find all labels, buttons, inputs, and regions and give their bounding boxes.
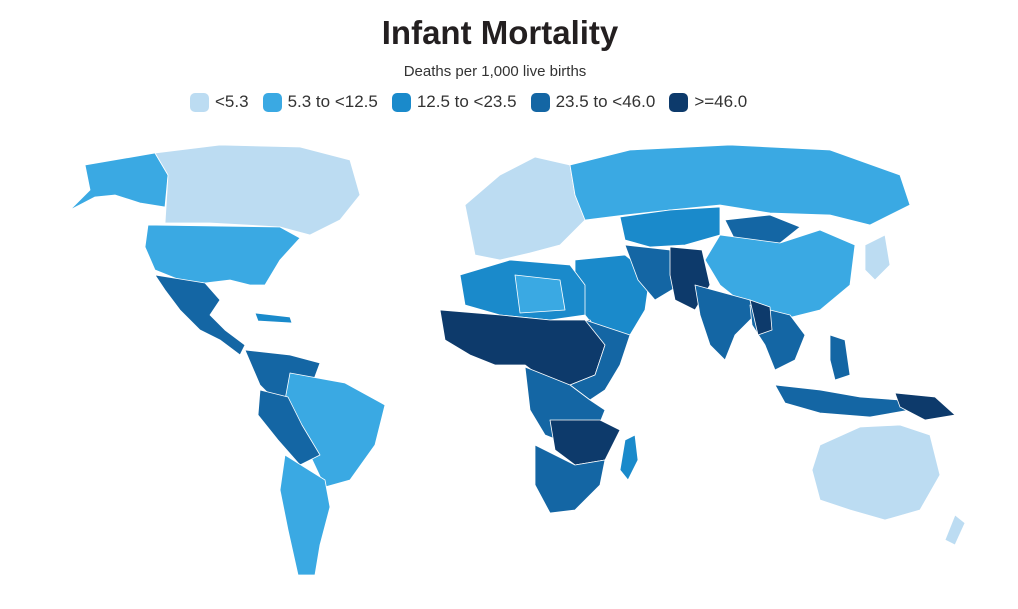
region-europe xyxy=(464,156,586,261)
region-southern-cone xyxy=(279,454,331,576)
region-madagascar xyxy=(619,434,639,481)
legend-swatch-3 xyxy=(391,92,411,112)
region-indonesia xyxy=(774,384,911,418)
region-greenland xyxy=(359,138,451,196)
region-japan xyxy=(864,234,891,281)
legend-label-2: 5.3 to <12.5 xyxy=(287,92,378,111)
legend-label-1: <5.3 xyxy=(215,92,249,111)
legend-item-3: 12.5 to <23.5 xyxy=(391,92,517,112)
region-new-zealand xyxy=(944,514,966,546)
region-australia xyxy=(811,424,941,521)
region-alaska xyxy=(69,152,169,211)
legend-item-2: 5.3 to <12.5 xyxy=(262,92,378,112)
legend-label-4: 23.5 to <46.0 xyxy=(555,92,656,111)
legend-label-5: >=46.0 xyxy=(694,92,748,111)
region-central-asia xyxy=(619,206,721,248)
region-china xyxy=(704,229,856,321)
region-bolivia xyxy=(257,389,321,466)
region-iran xyxy=(624,244,681,301)
legend-item-5: >=46.0 xyxy=(669,92,747,112)
legend-item-4: 23.5 to <46.0 xyxy=(530,92,656,112)
region-west-central-africa xyxy=(439,309,606,386)
legend: <5.3 5.3 to <12.5 12.5 to <23.5 23.5 to … xyxy=(190,92,761,112)
region-myanmar xyxy=(749,299,773,336)
region-papua-new-guinea xyxy=(894,392,956,421)
map-subtitle: Deaths per 1,000 live births xyxy=(403,63,587,80)
world-map xyxy=(69,138,966,576)
region-usa xyxy=(144,224,301,286)
legend-item-1: <5.3 xyxy=(190,92,249,112)
region-caribbean xyxy=(254,312,293,324)
legend-swatch-1 xyxy=(190,92,209,112)
legend-swatch-2 xyxy=(262,92,282,112)
region-mexico xyxy=(154,274,246,356)
region-libya xyxy=(514,274,566,314)
map-title: Infant Mortality xyxy=(381,14,619,51)
region-canada xyxy=(154,144,361,236)
region-philippines xyxy=(829,334,851,381)
legend-label-3: 12.5 to <23.5 xyxy=(416,92,517,111)
region-russia xyxy=(569,144,911,226)
legend-swatch-5 xyxy=(669,92,689,112)
legend-swatch-4 xyxy=(530,92,550,112)
region-southern-africa xyxy=(534,444,606,514)
